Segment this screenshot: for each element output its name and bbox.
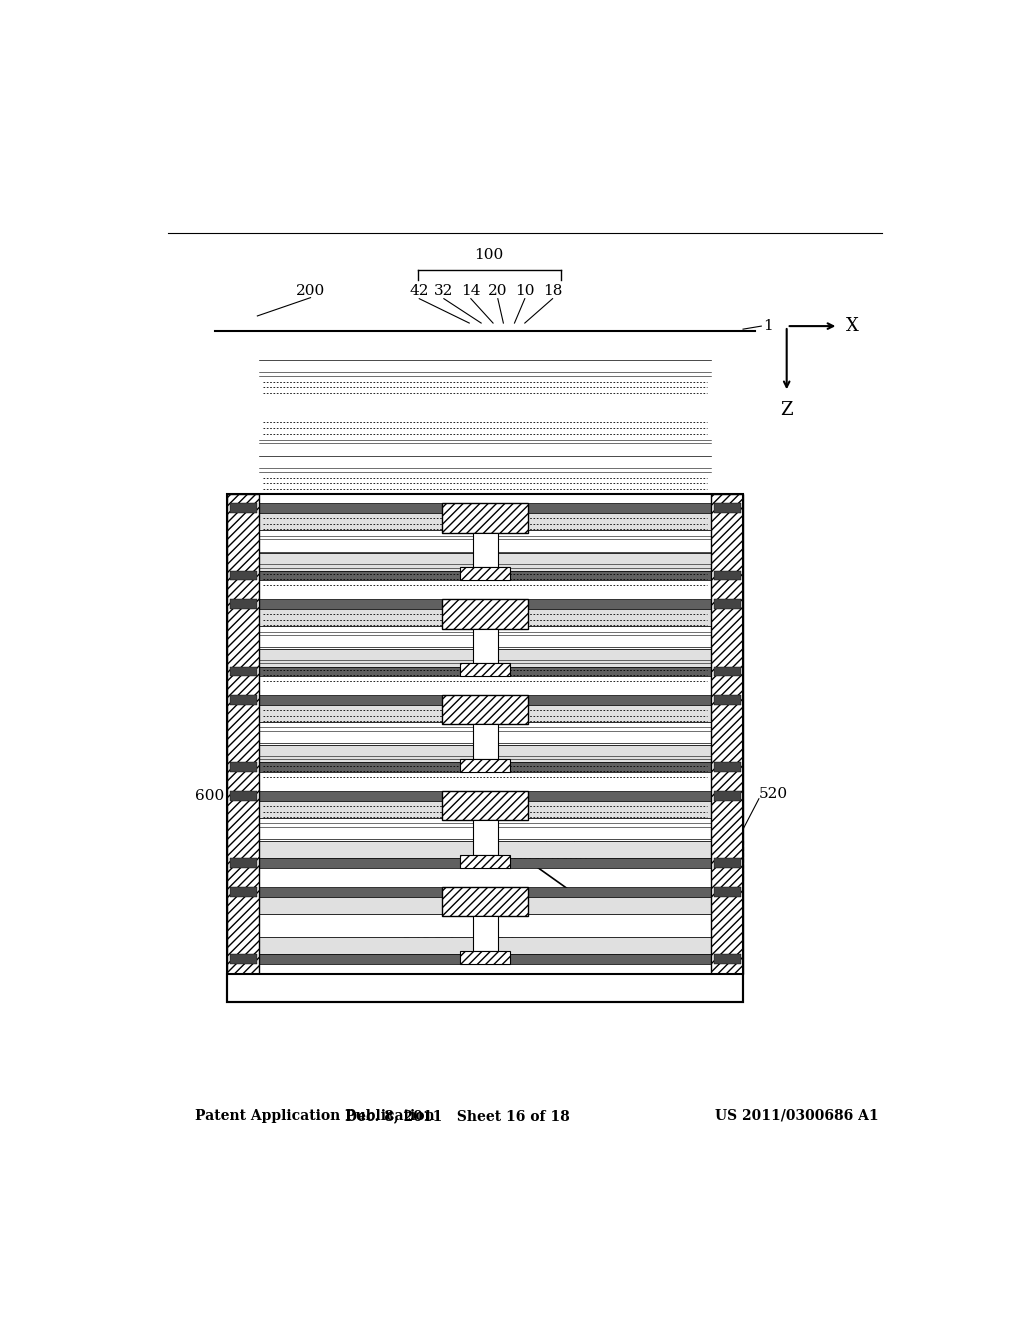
Bar [259, 887, 712, 896]
Bar [442, 887, 528, 916]
Bar [229, 599, 257, 609]
Bar [229, 763, 257, 772]
Text: 520: 520 [759, 787, 788, 801]
Text: 18: 18 [543, 284, 562, 297]
Bar [229, 667, 257, 676]
Bar [259, 705, 712, 722]
Text: 100: 100 [474, 248, 504, 261]
Bar [442, 503, 528, 532]
Text: FIG. 6E: FIG. 6E [399, 933, 515, 960]
Bar [259, 503, 712, 513]
Bar [714, 858, 740, 869]
Bar [259, 937, 712, 954]
Bar [259, 841, 712, 858]
Bar [259, 896, 712, 913]
Bar [460, 855, 510, 869]
Bar [714, 696, 740, 705]
Bar [229, 503, 257, 513]
Bar [259, 494, 712, 503]
Bar [473, 628, 498, 663]
Bar [259, 818, 712, 841]
Text: 400: 400 [504, 855, 534, 870]
Bar [259, 676, 712, 685]
Bar [714, 599, 740, 609]
Text: 42: 42 [410, 284, 429, 297]
Bar [714, 791, 740, 801]
Bar [259, 746, 712, 763]
Bar [714, 954, 740, 964]
Bar [227, 974, 743, 1002]
Bar [259, 649, 712, 667]
Bar [460, 950, 510, 964]
Text: 20: 20 [488, 284, 508, 297]
Bar [473, 532, 498, 568]
Text: Patent Application Publication: Patent Application Publication [196, 1109, 435, 1123]
Bar [714, 667, 740, 676]
Bar [259, 513, 712, 531]
Bar [259, 722, 712, 746]
Bar [259, 913, 712, 937]
Bar [473, 821, 498, 855]
Bar [259, 570, 712, 581]
Text: 1: 1 [763, 319, 773, 333]
Text: US 2011/0300686 A1: US 2011/0300686 A1 [715, 1109, 879, 1123]
Bar [714, 887, 740, 896]
Bar [714, 503, 740, 513]
Bar [442, 696, 528, 725]
Bar [460, 663, 510, 676]
Text: Z: Z [780, 401, 793, 420]
Bar [259, 609, 712, 626]
Bar [259, 869, 712, 878]
Bar [714, 570, 740, 581]
Text: 10: 10 [515, 284, 535, 297]
Text: 450: 450 [531, 855, 561, 870]
Bar [259, 772, 712, 781]
Text: 200: 200 [296, 284, 326, 297]
Bar [473, 725, 498, 759]
Bar [473, 916, 498, 950]
Bar [442, 599, 528, 628]
Bar [229, 858, 257, 869]
Bar [229, 696, 257, 705]
Bar [259, 954, 712, 964]
Text: X: X [846, 317, 859, 335]
Bar [259, 801, 712, 818]
Bar [229, 954, 257, 964]
Bar [227, 494, 259, 974]
Bar [259, 581, 712, 590]
Bar [714, 763, 740, 772]
Bar [259, 763, 712, 772]
Bar [259, 964, 712, 974]
Bar [229, 887, 257, 896]
Bar [460, 759, 510, 772]
Bar [229, 791, 257, 801]
Bar [259, 553, 712, 570]
Text: 600: 600 [196, 788, 224, 803]
Text: 32: 32 [434, 284, 454, 297]
Bar [460, 568, 510, 581]
Text: Dec. 8, 2011   Sheet 16 of 18: Dec. 8, 2011 Sheet 16 of 18 [345, 1109, 569, 1123]
Text: 400: 400 [559, 855, 589, 870]
Text: 1000: 1000 [565, 899, 604, 912]
Bar [712, 494, 743, 974]
Bar [259, 590, 712, 599]
Bar [259, 531, 712, 553]
Text: 14: 14 [461, 284, 480, 297]
Bar [259, 858, 712, 869]
Bar [259, 696, 712, 705]
Bar [259, 878, 712, 887]
Bar [259, 626, 712, 649]
Bar [259, 781, 712, 791]
Bar [259, 685, 712, 696]
Bar [229, 570, 257, 581]
Bar [259, 667, 712, 676]
Bar [227, 494, 743, 1002]
Bar [442, 791, 528, 821]
Bar [259, 599, 712, 609]
Bar [259, 791, 712, 801]
